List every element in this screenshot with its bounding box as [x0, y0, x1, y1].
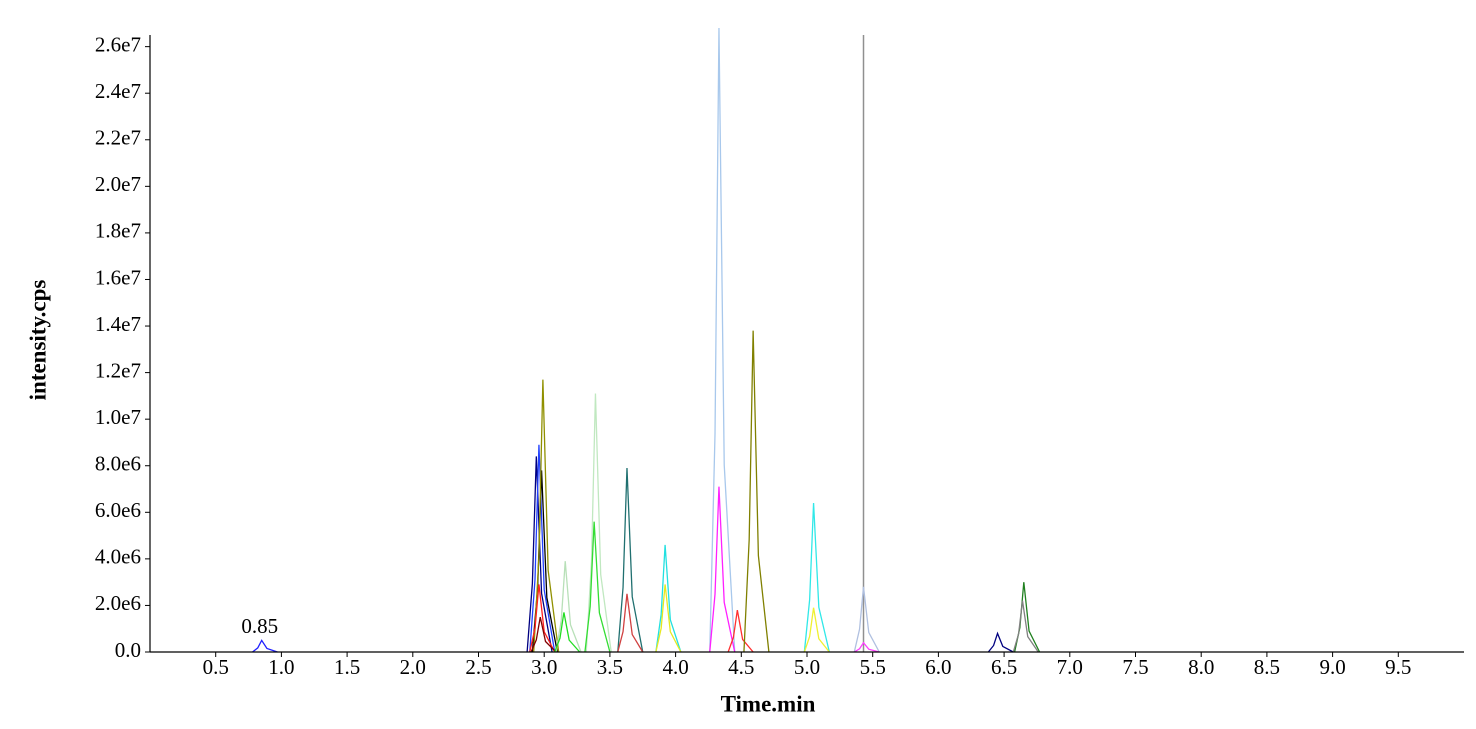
chromatogram-trace: [529, 444, 556, 653]
x-tick-label: 9.0: [1319, 655, 1345, 679]
chromatogram-trace: [526, 456, 553, 653]
x-tick-label: 7.5: [1122, 655, 1148, 679]
x-tick-label: 5.5: [860, 655, 886, 679]
y-tick-label: 2.0e7: [95, 172, 141, 196]
x-axis-title: Time.min: [721, 691, 816, 716]
y-tick-label: 2.4e7: [95, 79, 141, 103]
y-tick-label: 2.0e6: [95, 591, 141, 615]
chromatogram-trace: [709, 486, 736, 653]
x-tick-label: 7.0: [1057, 655, 1083, 679]
x-tick-label: 5.0: [794, 655, 820, 679]
chromatogram-trace: [530, 616, 557, 653]
y-tick-label: 1.4e7: [95, 312, 141, 336]
y-tick-label: 2.2e7: [95, 126, 141, 150]
y-tick-label: 6.0e6: [95, 498, 141, 522]
chromatogram-trace: [555, 561, 582, 653]
y-tick-label: 1.8e7: [95, 219, 141, 243]
x-tick-label: 6.5: [991, 655, 1017, 679]
x-tick-label: 8.0: [1188, 655, 1214, 679]
y-tick-label: 1.0e7: [95, 405, 141, 429]
x-tick-label: 8.5: [1254, 655, 1280, 679]
x-tick-label: 2.0: [400, 655, 426, 679]
chromatogram-trace: [1013, 582, 1041, 653]
y-tick-label: 2.6e7: [95, 32, 141, 56]
chromatogram-trace: [709, 28, 736, 653]
chromatogram-trace: [252, 639, 278, 653]
peak-annotation: 0.85: [241, 614, 278, 638]
chromatogram-trace: [987, 631, 1014, 653]
chromatogram-trace: [803, 502, 830, 653]
chromatogram-trace: [727, 609, 754, 653]
chromatogram-trace: [655, 584, 682, 653]
y-tick-label: 1.2e7: [95, 358, 141, 382]
chromatogram-trace: [655, 544, 682, 653]
x-tick-label: 6.0: [925, 655, 951, 679]
x-tick-label: 3.5: [597, 655, 623, 679]
x-tick-label: 4.5: [728, 655, 754, 679]
chromatogram-trace: [853, 586, 880, 653]
x-tick-label: 9.5: [1385, 655, 1411, 679]
x-tick-label: 1.0: [268, 655, 294, 679]
chromatogram-trace: [853, 641, 880, 653]
y-tick-label: 1.6e7: [95, 265, 141, 289]
y-tick-label: 8.0e6: [95, 452, 141, 476]
y-tick-label: 4.0e6: [95, 545, 141, 569]
chromatogram-trace: [617, 468, 644, 653]
chromatogram-trace: [617, 593, 644, 653]
chromatogram-trace: [585, 393, 612, 653]
chromatogram-trace: [803, 607, 830, 653]
x-tick-label: 4.0: [662, 655, 688, 679]
chromatogram-trace: [1012, 600, 1039, 653]
x-tick-label: 0.5: [203, 655, 229, 679]
chromatogram-trace: [554, 612, 581, 653]
x-tick-label: 1.5: [334, 655, 360, 679]
chromatogram-trace: [743, 330, 770, 653]
x-tick-label: 2.5: [465, 655, 491, 679]
chromatogram-trace: [584, 521, 611, 653]
x-tick-label: 3.0: [531, 655, 557, 679]
y-axis-title: intensity.cps: [25, 280, 50, 401]
y-tick-label: 0.0: [115, 638, 141, 662]
chromatogram-trace: [533, 379, 560, 653]
chromatogram-trace: [529, 584, 556, 653]
